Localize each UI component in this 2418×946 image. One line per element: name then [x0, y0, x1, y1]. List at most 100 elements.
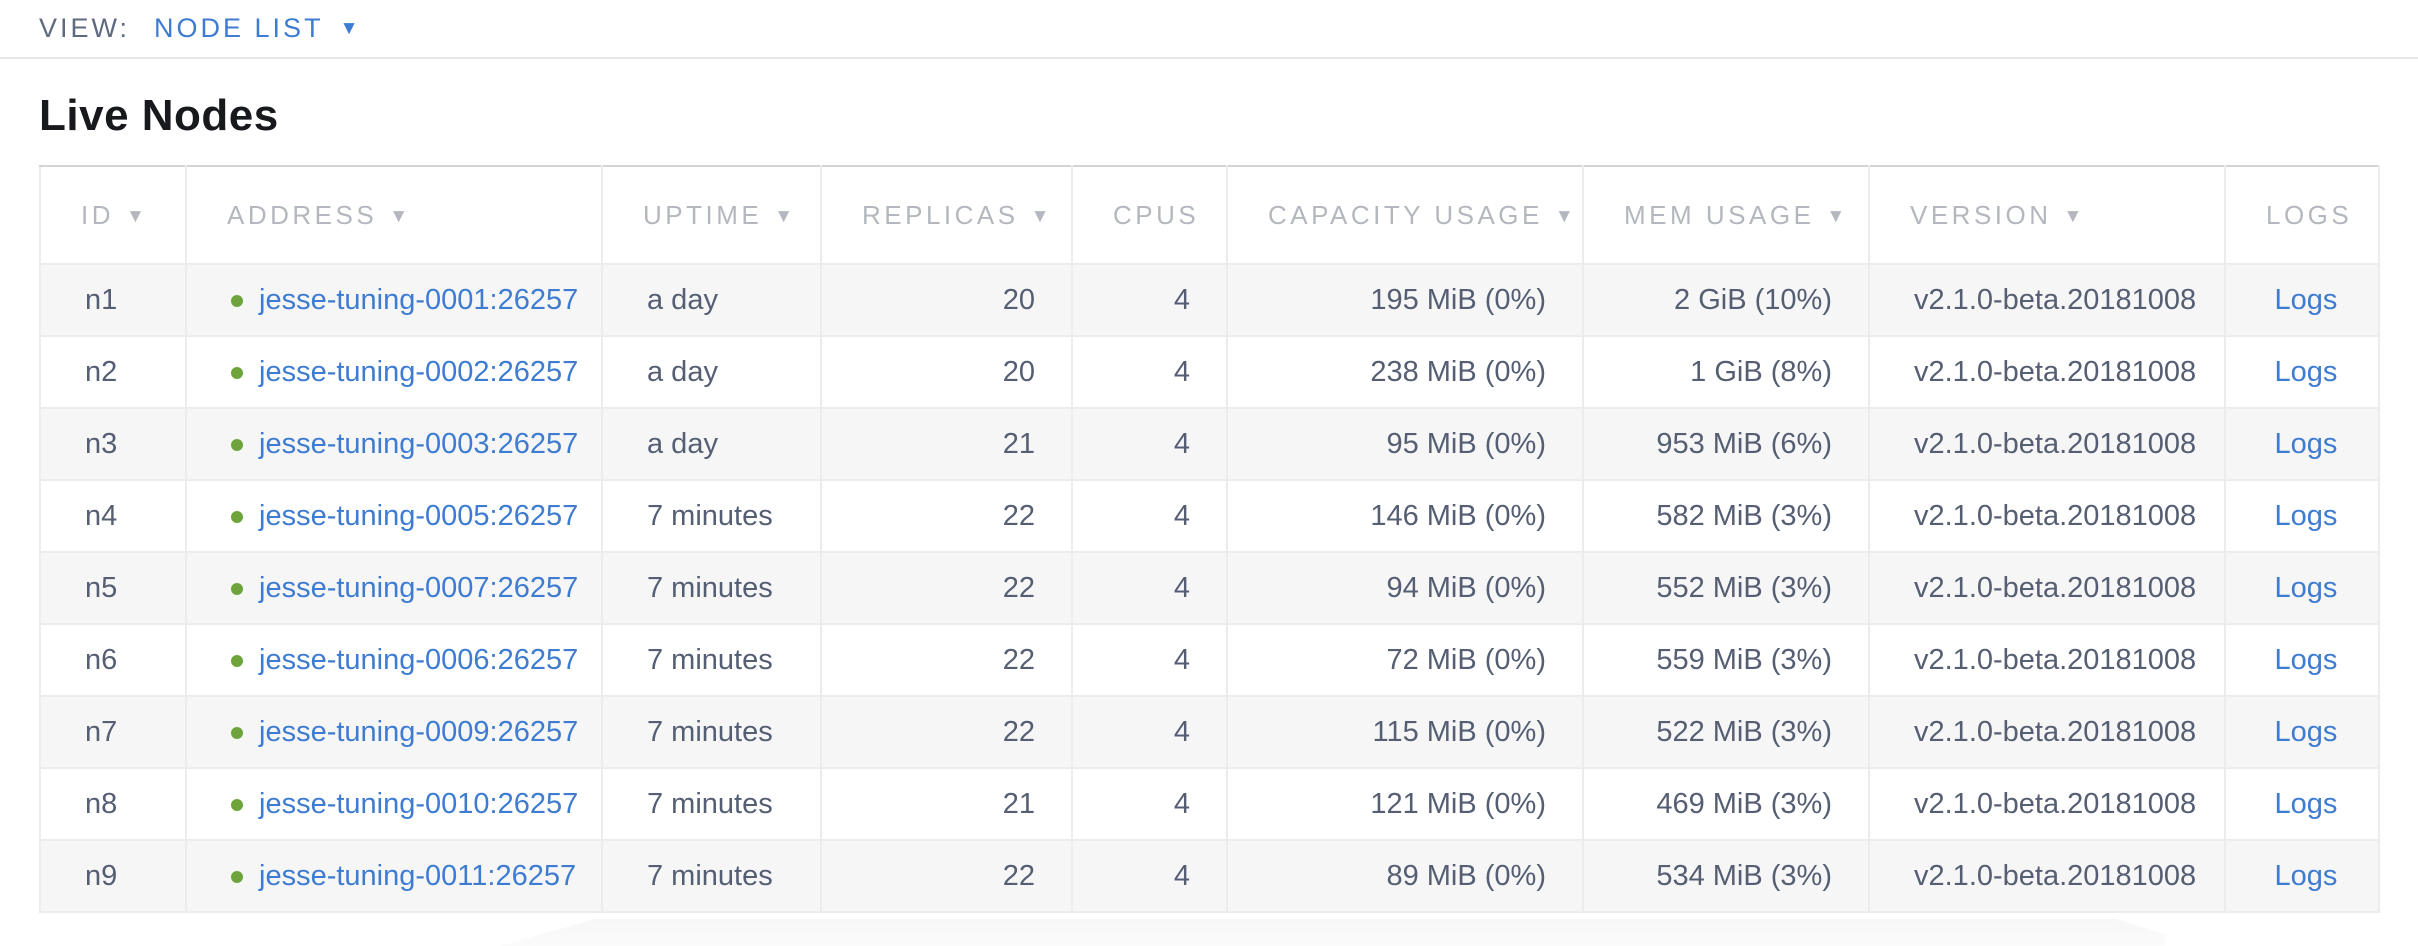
sort-desc-icon[interactable]: ▼: [774, 205, 794, 227]
node-logs-cell: Logs: [2224, 479, 2379, 552]
node-address-cell: jesse-tuning-0001:26257: [185, 263, 602, 336]
node-capacity-cell: 146 MiB (0%): [1226, 479, 1583, 552]
node-replicas-cell: 22: [820, 551, 1072, 624]
node-mem-cell: 953 MiB (6%): [1582, 407, 1869, 480]
logs-link[interactable]: Logs: [2274, 787, 2338, 820]
sort-desc-icon[interactable]: ▼: [1030, 205, 1050, 227]
node-address-cell: jesse-tuning-0003:26257: [185, 407, 602, 480]
node-logs-cell: Logs: [2224, 767, 2379, 840]
node-mem-cell: 469 MiB (3%): [1582, 767, 1869, 840]
logs-link[interactable]: Logs: [2274, 427, 2338, 460]
view-label: VIEW:: [39, 13, 131, 43]
column-header-version[interactable]: VERSION ▼: [1868, 166, 2225, 264]
node-id-cell: n8: [40, 767, 186, 840]
sort-desc-icon[interactable]: ▼: [2063, 205, 2083, 227]
node-version-cell: v2.1.0-beta.20181008: [1868, 335, 2225, 408]
node-mem-cell: 1 GiB (8%): [1582, 335, 1869, 408]
node-replicas-cell: 22: [820, 479, 1072, 552]
column-header-mem-usage[interactable]: MEM USAGE ▼: [1582, 166, 1869, 264]
column-header-uptime[interactable]: UPTIME ▼: [601, 166, 821, 264]
node-address-link[interactable]: jesse-tuning-0006:26257: [259, 643, 579, 676]
node-mem-cell: 2 GiB (10%): [1582, 263, 1869, 336]
logs-link[interactable]: Logs: [2274, 355, 2338, 388]
node-replicas-cell: 20: [820, 335, 1072, 408]
logs-link[interactable]: Logs: [2274, 715, 2338, 748]
node-cpus-cell: 4: [1071, 551, 1227, 624]
node-row: n1 jesse-tuning-0001:26257 a day 20 4 19…: [40, 263, 2379, 336]
node-cpus-cell: 4: [1071, 695, 1227, 768]
column-header-cpus: CPUS: [1071, 166, 1227, 264]
node-status-icon: [231, 438, 243, 451]
node-address-link[interactable]: jesse-tuning-0003:26257: [259, 427, 579, 460]
node-row: n9 jesse-tuning-0011:26257 7 minutes 22 …: [40, 839, 2379, 912]
node-version-cell: v2.1.0-beta.20181008: [1868, 263, 2225, 336]
sort-desc-icon[interactable]: ▼: [1826, 205, 1846, 227]
sort-desc-icon[interactable]: ▼: [126, 205, 145, 227]
column-header-logs: LOGS: [2224, 166, 2379, 264]
node-cpus-cell: 4: [1071, 407, 1227, 480]
node-id-cell: n7: [40, 695, 186, 768]
node-cpus-cell: 4: [1071, 263, 1227, 336]
node-logs-cell: Logs: [2224, 839, 2379, 912]
node-address-cell: jesse-tuning-0007:26257: [185, 551, 602, 624]
sort-desc-icon[interactable]: ▼: [1554, 205, 1574, 227]
node-capacity-cell: 94 MiB (0%): [1226, 551, 1583, 624]
node-row: n3 jesse-tuning-0003:26257 a day 21 4 95…: [40, 407, 2379, 480]
node-address-cell: jesse-tuning-0002:26257: [185, 335, 602, 408]
node-address-link[interactable]: jesse-tuning-0009:26257: [259, 715, 579, 748]
node-replicas-cell: 22: [820, 839, 1072, 912]
node-logs-cell: Logs: [2224, 695, 2379, 768]
view-selector-bar: VIEW: NODE LIST ▼: [0, 0, 2418, 59]
node-version-cell: v2.1.0-beta.20181008: [1868, 839, 2225, 912]
node-replicas-cell: 22: [820, 695, 1072, 768]
dropdown-caret-icon[interactable]: ▼: [339, 17, 359, 39]
node-capacity-cell: 95 MiB (0%): [1226, 407, 1583, 480]
node-address-cell: jesse-tuning-0005:26257: [185, 479, 602, 552]
node-uptime-cell: a day: [601, 263, 821, 336]
node-status-icon: [231, 726, 243, 739]
node-address-link[interactable]: jesse-tuning-0001:26257: [259, 283, 579, 316]
node-logs-cell: Logs: [2224, 335, 2379, 408]
node-uptime-cell: 7 minutes: [601, 479, 821, 552]
node-cpus-cell: 4: [1071, 767, 1227, 840]
node-id-cell: n5: [40, 551, 186, 624]
node-address-link[interactable]: jesse-tuning-0007:26257: [259, 571, 579, 604]
logs-link[interactable]: Logs: [2274, 643, 2338, 676]
logs-link[interactable]: Logs: [2274, 571, 2338, 604]
column-header-capacity-usage[interactable]: CAPACITY USAGE ▼: [1226, 166, 1583, 264]
view-dropdown[interactable]: NODE LIST: [154, 13, 324, 43]
node-address-cell: jesse-tuning-0010:26257: [185, 767, 602, 840]
node-id-cell: n1: [40, 263, 186, 336]
node-address-link[interactable]: jesse-tuning-0010:26257: [259, 787, 579, 820]
node-capacity-cell: 195 MiB (0%): [1226, 263, 1583, 336]
node-row: n2 jesse-tuning-0002:26257 a day 20 4 23…: [40, 335, 2379, 408]
node-address-link[interactable]: jesse-tuning-0011:26257: [259, 859, 577, 892]
column-header-id[interactable]: ID ▼: [40, 166, 186, 264]
node-address-cell: jesse-tuning-0009:26257: [185, 695, 602, 768]
node-mem-cell: 552 MiB (3%): [1582, 551, 1869, 624]
column-header-address[interactable]: ADDRESS ▼: [185, 166, 602, 264]
node-logs-cell: Logs: [2224, 623, 2379, 696]
node-mem-cell: 522 MiB (3%): [1582, 695, 1869, 768]
node-status-icon: [231, 366, 243, 379]
node-id-cell: n9: [40, 839, 186, 912]
node-id-cell: n2: [40, 335, 186, 408]
node-row: n6 jesse-tuning-0006:26257 7 minutes 22 …: [40, 623, 2379, 696]
node-address-link[interactable]: jesse-tuning-0005:26257: [259, 499, 579, 532]
logs-link[interactable]: Logs: [2274, 859, 2338, 892]
node-replicas-cell: 22: [820, 623, 1072, 696]
node-row: n7 jesse-tuning-0009:26257 7 minutes 22 …: [40, 695, 2379, 768]
logs-link[interactable]: Logs: [2274, 283, 2338, 316]
node-status-icon: [231, 870, 243, 883]
node-replicas-cell: 20: [820, 263, 1072, 336]
column-header-replicas[interactable]: REPLICAS ▼: [820, 166, 1072, 264]
sort-desc-icon[interactable]: ▼: [389, 205, 409, 227]
logs-link[interactable]: Logs: [2274, 499, 2338, 532]
node-uptime-cell: 7 minutes: [601, 695, 821, 768]
node-logs-cell: Logs: [2224, 551, 2379, 624]
node-address-link[interactable]: jesse-tuning-0002:26257: [259, 355, 579, 388]
node-cpus-cell: 4: [1071, 839, 1227, 912]
node-id-cell: n4: [40, 479, 186, 552]
node-mem-cell: 559 MiB (3%): [1582, 623, 1869, 696]
node-mem-cell: 582 MiB (3%): [1582, 479, 1869, 552]
